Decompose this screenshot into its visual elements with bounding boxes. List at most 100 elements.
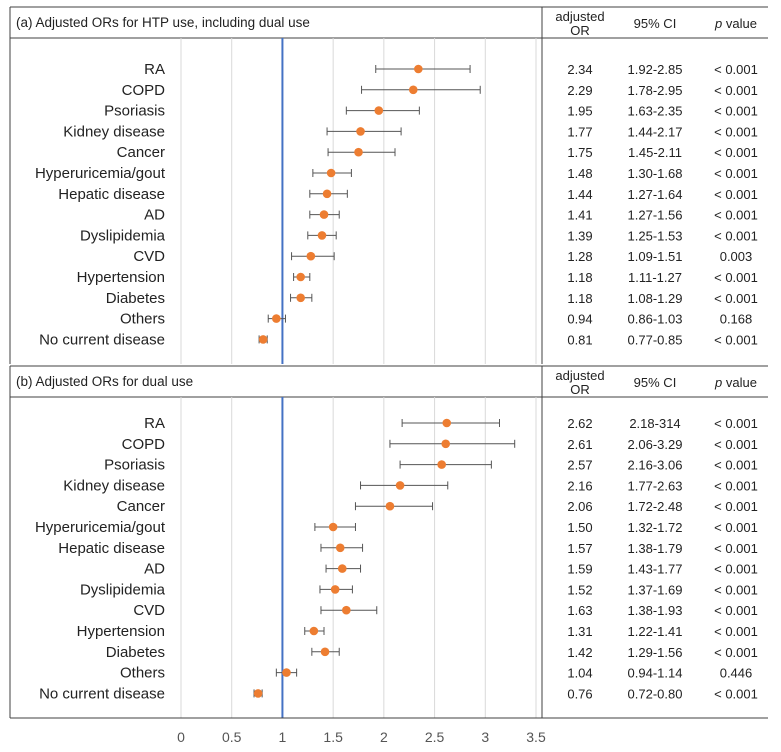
or-value: 2.16	[567, 478, 592, 493]
or-value: 1.52	[567, 582, 592, 597]
p-value: < 0.001	[714, 124, 758, 139]
or-point	[395, 481, 405, 490]
p-value: < 0.001	[714, 208, 758, 223]
row-label: Kidney disease	[63, 477, 165, 494]
or-value: 1.95	[567, 104, 592, 119]
row-label: Diabetes	[106, 644, 165, 661]
x-tick-label: 2.5	[425, 729, 445, 745]
p-value: < 0.001	[714, 520, 758, 535]
p-value: < 0.001	[714, 187, 758, 202]
p-value: < 0.001	[714, 458, 758, 473]
or-point	[414, 64, 423, 74]
or-value: 0.94	[567, 312, 592, 327]
or-value: 1.41	[567, 208, 592, 223]
ci-value: 0.94-1.14	[628, 666, 683, 681]
row-label: Psoriasis	[104, 103, 165, 120]
x-tick-label: 2	[380, 729, 388, 745]
or-point	[306, 251, 316, 261]
ci-value: 1.29-1.56	[628, 645, 683, 660]
ci-value: 1.22-1.41	[628, 624, 683, 639]
row-label: Dyslipidemia	[80, 227, 166, 244]
or-value: 1.59	[567, 562, 592, 577]
ci-value: 0.72-0.80	[628, 686, 683, 701]
or-point	[354, 147, 363, 157]
ci-value: 1.77-2.63	[628, 478, 683, 493]
or-value: 1.63	[567, 603, 592, 618]
p-value: < 0.001	[714, 62, 758, 77]
ci-value: 1.38-1.79	[628, 541, 683, 556]
ci-value: 1.78-2.95	[628, 83, 683, 98]
or-point	[309, 626, 319, 636]
p-value: < 0.001	[714, 686, 758, 701]
row-label: Psoriasis	[104, 457, 165, 474]
row-label: Cancer	[117, 144, 165, 161]
ci-value: 0.77-0.85	[628, 332, 683, 347]
p-value: 0.168	[720, 312, 753, 327]
or-point	[320, 647, 330, 657]
or-point	[319, 210, 329, 219]
p-value: < 0.001	[714, 645, 758, 660]
p-value: < 0.001	[714, 83, 758, 98]
or-value: 2.06	[567, 499, 592, 514]
or-point	[330, 585, 340, 594]
p-value: < 0.001	[714, 603, 758, 618]
p-value: < 0.001	[714, 104, 758, 119]
ci-value: 1.43-1.77	[628, 562, 683, 577]
ci-value: 1.25-1.53	[628, 228, 683, 243]
or-point	[296, 293, 305, 303]
row-label: Hypertension	[77, 269, 165, 286]
p-value: < 0.001	[714, 416, 758, 431]
or-point	[253, 689, 263, 698]
ci-value: 1.44-2.17	[628, 124, 683, 139]
x-tick-label: 3.5	[526, 729, 546, 745]
header-or-top: adjusted	[555, 9, 604, 24]
x-tick-label: 3	[481, 729, 489, 745]
or-point	[337, 564, 347, 573]
or-point	[385, 501, 395, 511]
or-point	[356, 127, 365, 136]
row-label: Hepatic disease	[58, 540, 165, 557]
ci-value: 2.18-314	[629, 416, 680, 431]
or-point	[258, 335, 268, 344]
x-tick-label: 1.5	[323, 729, 343, 745]
row-label: COPD	[122, 436, 166, 453]
p-value: 0.446	[720, 666, 753, 681]
or-value: 2.34	[567, 62, 592, 77]
ci-value: 1.37-1.69	[628, 582, 683, 597]
or-point	[322, 189, 332, 199]
row-label: RA	[144, 415, 165, 432]
row-label: Kidney disease	[63, 123, 165, 140]
or-point	[408, 85, 418, 95]
or-point	[335, 543, 345, 553]
row-label: CVD	[133, 602, 165, 619]
ci-value: 1.38-1.93	[628, 603, 683, 618]
p-value: 0.003	[720, 249, 753, 264]
or-value: 1.28	[567, 249, 592, 264]
or-value: 1.18	[567, 291, 592, 306]
or-value: 1.50	[567, 520, 592, 535]
x-tick-label: 0	[177, 729, 185, 745]
or-value: 2.57	[567, 458, 592, 473]
header-or-bottom: OR	[570, 382, 590, 397]
or-value: 1.18	[567, 270, 592, 285]
or-point	[342, 605, 351, 615]
p-value: < 0.001	[714, 228, 758, 243]
row-label: CVD	[133, 248, 165, 265]
or-value: 2.61	[567, 437, 592, 452]
header-p-value: p value	[714, 375, 757, 390]
p-value: < 0.001	[714, 270, 758, 285]
header-ci: 95% CI	[634, 16, 677, 31]
header-or-top: adjusted	[555, 368, 604, 383]
ci-value: 1.92-2.85	[628, 62, 683, 77]
p-value: < 0.001	[714, 562, 758, 577]
row-label: AD	[144, 561, 165, 578]
or-point	[328, 522, 338, 532]
p-value: < 0.001	[714, 624, 758, 639]
row-label: Others	[120, 311, 165, 328]
row-label: COPD	[122, 82, 166, 99]
ci-value: 1.27-1.64	[628, 187, 683, 202]
or-value: 1.04	[567, 666, 592, 681]
or-point	[437, 460, 446, 469]
ci-value: 0.86-1.03	[628, 312, 683, 327]
